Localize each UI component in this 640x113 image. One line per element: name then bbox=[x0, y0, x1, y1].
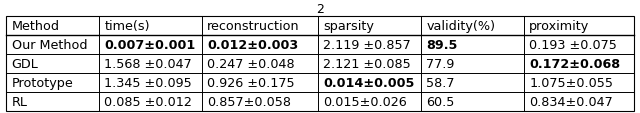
Text: RL: RL bbox=[12, 95, 28, 108]
Text: 0.926 ±0.175: 0.926 ±0.175 bbox=[207, 76, 295, 89]
Text: GDL: GDL bbox=[12, 57, 38, 70]
Text: validity(%): validity(%) bbox=[426, 20, 495, 33]
Text: Method: Method bbox=[12, 20, 60, 33]
Text: 0.012±0.003: 0.012±0.003 bbox=[207, 39, 299, 52]
Text: Our Method: Our Method bbox=[12, 39, 87, 52]
Text: 0.247 ±0.048: 0.247 ±0.048 bbox=[207, 57, 295, 70]
Text: 0.015±0.026: 0.015±0.026 bbox=[323, 95, 407, 108]
Text: 0.014±0.005: 0.014±0.005 bbox=[323, 76, 415, 89]
Text: 1.568 ±0.047: 1.568 ±0.047 bbox=[104, 57, 192, 70]
Text: reconstruction: reconstruction bbox=[207, 20, 300, 33]
Text: 77.9: 77.9 bbox=[426, 57, 454, 70]
Text: 2.121 ±0.085: 2.121 ±0.085 bbox=[323, 57, 412, 70]
Bar bbox=[6, 17, 634, 111]
Text: 58.7: 58.7 bbox=[426, 76, 455, 89]
Text: proximity: proximity bbox=[529, 20, 589, 33]
Text: 60.5: 60.5 bbox=[426, 95, 454, 108]
Text: 1.075±0.055: 1.075±0.055 bbox=[529, 76, 613, 89]
Text: 0.085 ±0.012: 0.085 ±0.012 bbox=[104, 95, 192, 108]
Text: 0.193 ±0.075: 0.193 ±0.075 bbox=[529, 39, 617, 52]
Text: sparsity: sparsity bbox=[323, 20, 374, 33]
Text: Prototype: Prototype bbox=[12, 76, 73, 89]
Text: time(s): time(s) bbox=[104, 20, 150, 33]
Text: 0.007±0.001: 0.007±0.001 bbox=[104, 39, 196, 52]
Text: 0.172±0.068: 0.172±0.068 bbox=[529, 57, 620, 70]
Text: 1.345 ±0.095: 1.345 ±0.095 bbox=[104, 76, 192, 89]
Text: 2.119 ±0.857: 2.119 ±0.857 bbox=[323, 39, 412, 52]
Text: 2: 2 bbox=[316, 3, 324, 16]
Text: 0.834±0.047: 0.834±0.047 bbox=[529, 95, 613, 108]
Text: 0.857±0.058: 0.857±0.058 bbox=[207, 95, 291, 108]
Text: 89.5: 89.5 bbox=[426, 39, 458, 52]
